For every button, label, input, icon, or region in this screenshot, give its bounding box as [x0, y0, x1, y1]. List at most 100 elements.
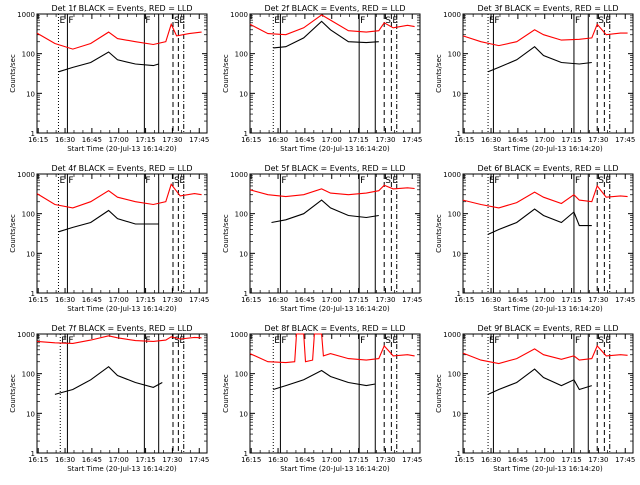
panel-det-4: Det 4f BLACK = Events, RED = LLD 1 10 100 10…	[9, 164, 209, 313]
plot-frame	[462, 333, 634, 454]
y-tick-label: 100	[235, 51, 248, 59]
y-tick-label: 100	[22, 211, 35, 219]
y-tick-label: 1000	[17, 11, 35, 19]
series-lld-line	[249, 14, 415, 36]
y-tick-label: 100	[22, 51, 35, 59]
series-lld-line	[36, 22, 202, 50]
y-tick-label: 100	[22, 371, 35, 379]
panel-title: Det 9f BLACK = Events, RED = LLD	[477, 324, 618, 333]
y-tick-label: 100	[448, 51, 461, 59]
panel-title: Det 3f BLACK = Events, RED = LLD	[477, 4, 618, 13]
y-tick-label: 1	[457, 450, 461, 458]
marker-label: S	[598, 336, 604, 346]
y-axis-label: Counts/sec	[9, 54, 17, 93]
marker-label: F	[575, 336, 580, 346]
series-lld-line	[462, 23, 628, 47]
panel-det-9: Det 9f BLACK = Events, RED = LLD 1 10 100 10…	[435, 324, 635, 473]
y-tick-label: 1000	[17, 331, 35, 339]
marker-label: S	[598, 176, 604, 186]
x-axis-label: Start Time (20-Jul-13 16:14:20)	[67, 305, 177, 313]
marker-label: F	[494, 176, 499, 186]
y-tick-label: 1000	[443, 331, 461, 339]
x-tick-label: 17:45	[402, 296, 422, 304]
series-events-line	[487, 208, 592, 235]
series-lld-line	[36, 183, 202, 209]
y-tick-label: 1	[31, 130, 35, 138]
marker-label: F	[145, 176, 150, 186]
x-tick-label: 16:15	[241, 296, 261, 304]
panel-title: Det 2f BLACK = Events, RED = LLD	[264, 4, 405, 13]
x-tick-label: 16:45	[82, 136, 102, 144]
marker-label: S	[598, 16, 604, 26]
y-tick-label: 10	[452, 410, 461, 418]
series-lld-line	[249, 184, 415, 198]
x-tick-label: 16:30	[481, 296, 501, 304]
panel-title: Det 5f BLACK = Events, RED = LLD	[264, 164, 405, 173]
y-axis-label: Counts/sec	[435, 54, 443, 93]
marker-label: F	[360, 176, 365, 186]
x-tick-label: 17:15	[348, 296, 368, 304]
x-tick-label: 17:00	[535, 136, 555, 144]
panel-title: Det 8f BLACK = Events, RED = LLD	[264, 324, 405, 333]
x-tick-label: 17:30	[588, 296, 608, 304]
panel-title: Det 1f BLACK = Events, RED = LLD	[51, 4, 192, 13]
x-tick-label: 17:45	[615, 456, 635, 464]
x-tick-label: 16:45	[295, 296, 315, 304]
marker-label: F	[360, 336, 365, 346]
y-tick-label: 10	[452, 250, 461, 258]
y-tick-label: 1	[457, 290, 461, 298]
x-tick-label: 16:45	[508, 136, 528, 144]
marker-label: S	[174, 176, 180, 186]
x-tick-label: 17:15	[135, 296, 155, 304]
x-tick-label: 17:00	[535, 296, 555, 304]
panel-det-5: Det 5f BLACK = Events, RED = LLD 1 10 100 10…	[222, 164, 422, 313]
x-tick-label: 16:30	[481, 456, 501, 464]
x-tick-label: 16:30	[55, 136, 75, 144]
marker-label: E	[274, 336, 280, 346]
x-tick-label: 16:45	[508, 296, 528, 304]
x-tick-label: 17:15	[348, 136, 368, 144]
marker-label: E	[274, 16, 280, 26]
x-tick-label: 17:15	[135, 136, 155, 144]
x-tick-label: 17:00	[322, 296, 342, 304]
panel-det-6: Det 6f BLACK = Events, RED = LLD 1 10 100 10…	[435, 164, 635, 313]
x-tick-label: 17:00	[322, 136, 342, 144]
y-axis-label: Counts/sec	[9, 214, 17, 253]
y-axis-label: Counts/sec	[222, 374, 230, 413]
marker-label: F	[575, 16, 580, 26]
plot-frame	[36, 173, 208, 294]
x-tick-label: 16:30	[268, 136, 288, 144]
plot-frame	[249, 13, 421, 134]
x-axis-label: Start Time (20-Jul-13 16:14:20)	[280, 145, 390, 153]
series-events-line	[58, 51, 159, 73]
x-axis-label: Start Time (20-Jul-13 16:14:20)	[280, 305, 390, 313]
series-events-line	[273, 20, 379, 49]
x-tick-label: 16:15	[28, 136, 48, 144]
x-axis-label: Start Time (20-Jul-13 16:14:20)	[280, 465, 390, 473]
x-axis-label: Start Time (20-Jul-13 16:14:20)	[493, 145, 603, 153]
marker-label: S	[174, 336, 180, 346]
plot-frame	[249, 333, 421, 454]
marker-label: E	[179, 16, 185, 26]
series-events-line	[58, 209, 159, 233]
y-axis-label: Counts/sec	[222, 214, 230, 253]
series-lld-line	[36, 335, 202, 344]
marker-label: E	[392, 336, 398, 346]
panel-title: Det 4f BLACK = Events, RED = LLD	[51, 164, 192, 173]
plot-frame	[249, 173, 421, 294]
x-tick-label: 17:30	[588, 456, 608, 464]
x-tick-label: 17:15	[135, 456, 155, 464]
plot-frame	[36, 333, 208, 454]
marker-label: F	[281, 16, 286, 26]
x-tick-label: 17:30	[162, 296, 182, 304]
plot-frame	[462, 13, 634, 134]
marker-label: S	[174, 16, 180, 26]
y-tick-label: 10	[26, 410, 35, 418]
y-tick-label: 10	[452, 90, 461, 98]
x-tick-label: 17:30	[375, 296, 395, 304]
y-tick-label: 1	[244, 290, 248, 298]
marker-label: E	[179, 176, 185, 186]
y-tick-label: 100	[235, 211, 248, 219]
x-tick-label: 16:15	[454, 456, 474, 464]
marker-label: F	[68, 336, 73, 346]
